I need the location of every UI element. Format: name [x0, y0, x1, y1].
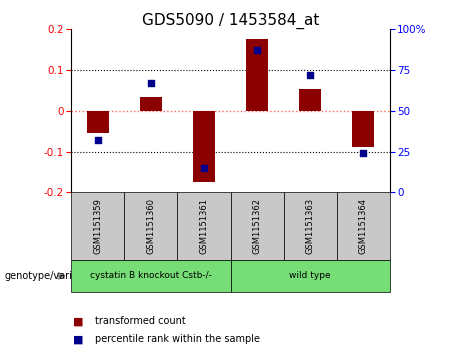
Text: GSM1151362: GSM1151362 [253, 198, 261, 254]
Point [200, 165, 207, 171]
Text: cystatin B knockout Cstb-/-: cystatin B knockout Cstb-/- [90, 272, 212, 280]
Text: ■: ■ [73, 334, 83, 344]
Text: GSM1151361: GSM1151361 [200, 198, 208, 254]
Text: GSM1151363: GSM1151363 [306, 198, 314, 254]
Bar [299, 90, 320, 111]
Text: ■: ■ [73, 316, 83, 326]
Point [306, 72, 313, 78]
Text: GSM1151360: GSM1151360 [147, 198, 155, 254]
Text: wild type: wild type [289, 272, 331, 280]
Point [359, 150, 366, 156]
Point [254, 48, 261, 53]
Text: GDS5090 / 1453584_at: GDS5090 / 1453584_at [142, 13, 319, 29]
Point [94, 137, 101, 143]
Text: genotype/variation: genotype/variation [5, 271, 97, 281]
Bar [193, 111, 214, 182]
Text: percentile rank within the sample: percentile rank within the sample [95, 334, 260, 344]
Point [148, 80, 155, 86]
Text: GSM1151359: GSM1151359 [94, 198, 102, 254]
Bar [87, 111, 108, 133]
Bar [246, 39, 267, 111]
Bar [352, 111, 373, 147]
Text: transformed count: transformed count [95, 316, 185, 326]
Text: GSM1151364: GSM1151364 [359, 198, 367, 254]
Bar [140, 97, 161, 111]
